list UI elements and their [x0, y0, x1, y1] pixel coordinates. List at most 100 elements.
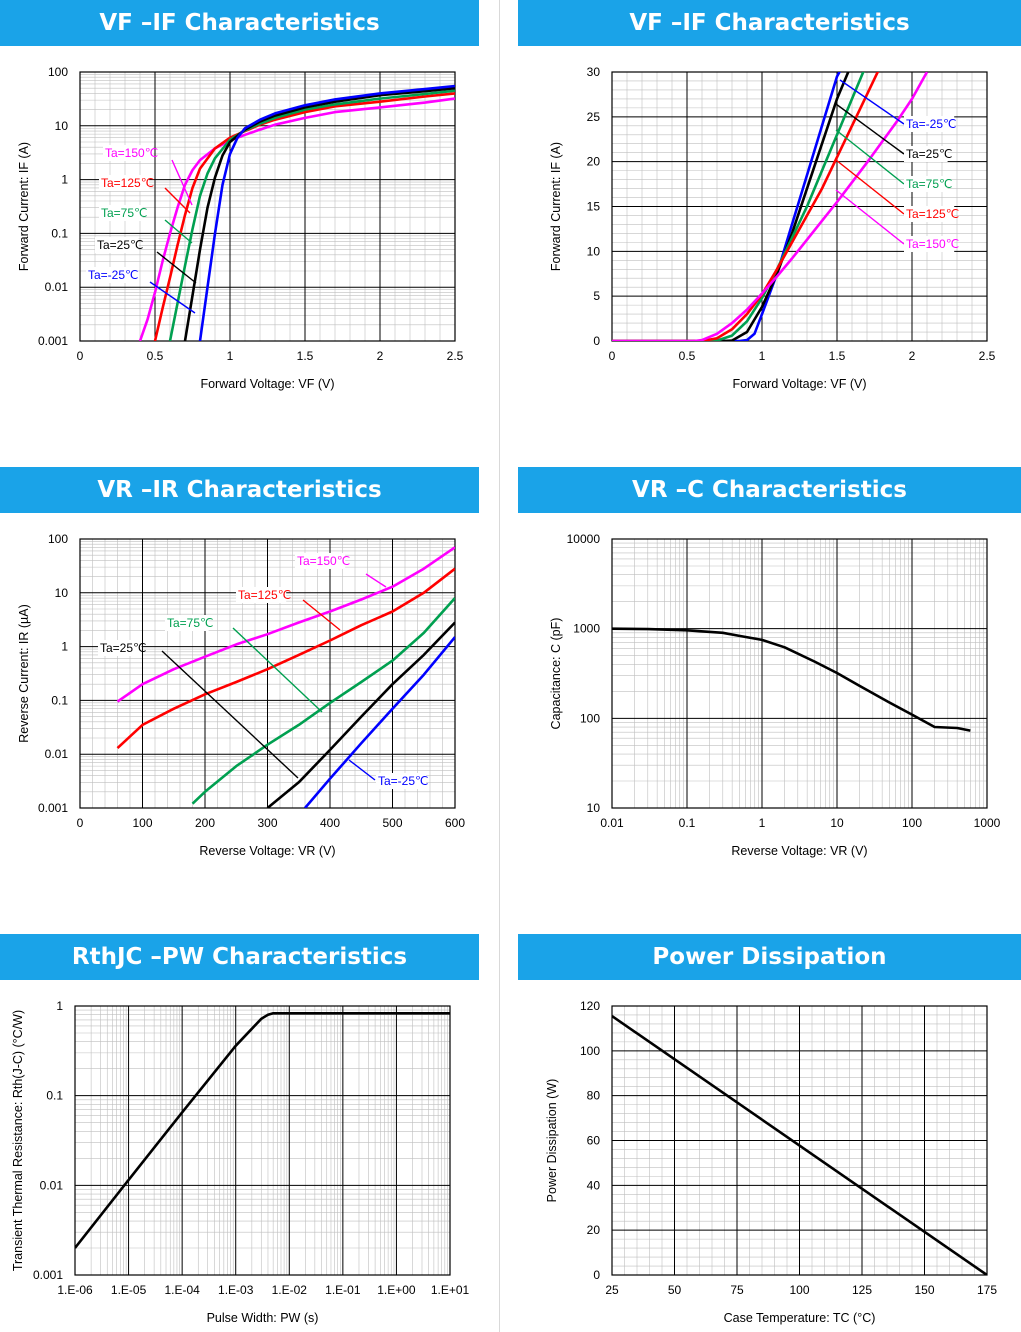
callout-line — [149, 281, 196, 314]
y-tick-label: 1 — [61, 173, 68, 187]
rthjc-pw-plot: 1.E-06 1.E-05 1.E-04 1.E-03 1.E-02 1.E-01 1.E+… — [11, 999, 470, 1325]
series-line-Ta=-25℃ — [198, 84, 455, 341]
y-tick-label: 0.1 — [51, 693, 68, 707]
y-tick-label: 60 — [587, 1134, 601, 1148]
y-tick-label: 0.001 — [33, 1268, 63, 1282]
x-tick-label: 10 — [830, 816, 844, 830]
callout-line — [348, 759, 376, 781]
plot-frame — [79, 71, 456, 342]
x-tick-label: 1.E-04 — [164, 1283, 200, 1297]
x-axis-title: Case Temperature: TC (°C) — [724, 1311, 876, 1325]
series-line-Ta=25℃ — [612, 72, 850, 341]
major-grid — [611, 538, 988, 809]
y-tick-label: 10000 — [567, 532, 601, 546]
x-tick-label: 1.E+01 — [431, 1283, 470, 1297]
x-axis-title: Pulse Width: PW (s) — [207, 1311, 319, 1325]
x-tick-label: 1.5 — [297, 349, 314, 363]
y-tick-label: 40 — [587, 1178, 601, 1192]
callout-bg — [103, 145, 154, 161]
callout-bg — [904, 176, 948, 192]
x-axis-title: Reverse Voltage: VR (V) — [731, 844, 867, 858]
x-tick-label: 2.5 — [447, 349, 464, 363]
y-tick-label: 120 — [580, 999, 600, 1013]
chart-title-rthjc-pw: RthJC –PW Characteristics — [0, 934, 479, 980]
chart-title-vf-if-log: VF –IF Characteristics — [0, 0, 479, 46]
y-axis-title: Forward Current: IF (A) — [549, 142, 563, 271]
series-line-Ta=150℃ — [116, 546, 455, 703]
callout-bg — [295, 553, 346, 569]
x-tick-label: 125 — [852, 1283, 872, 1297]
callout-bg — [904, 206, 955, 222]
series-label: Ta=75℃ — [906, 177, 953, 191]
x-tick-label: 1.E-03 — [218, 1283, 254, 1297]
y-tick-label: 0.001 — [38, 801, 68, 815]
x-tick-label: 600 — [445, 816, 465, 830]
callout-line — [835, 159, 905, 215]
y-tick-label: 0.1 — [46, 1089, 63, 1103]
series-label: Ta=150℃ — [105, 146, 158, 160]
series-line-Ta=75℃ — [191, 597, 455, 805]
x-tick-label: 1.E-05 — [111, 1283, 147, 1297]
series-line-Ta=25℃ — [266, 621, 455, 808]
y-tick-label: 100 — [580, 1044, 600, 1058]
y-axis-title: Forward Current: IF (A) — [17, 142, 31, 271]
chart-title-vr-ir: VR –IR Characteristics — [0, 467, 479, 513]
callout-bg — [99, 175, 150, 191]
y-axis-title: Transient Thermal Resistance: Rth(J-C) (… — [11, 1010, 25, 1271]
y-tick-label: 20 — [587, 155, 601, 169]
y-tick-label: 0.01 — [40, 1178, 64, 1192]
series-line-data — [612, 1015, 987, 1275]
y-tick-label: 1 — [61, 640, 68, 654]
y-tick-label: 15 — [587, 200, 601, 214]
series-label: Ta=75℃ — [167, 616, 214, 630]
y-tick-label: 1 — [56, 999, 63, 1013]
y-tick-label: 100 — [580, 711, 600, 725]
series-line-Ta=150℃ — [138, 97, 455, 341]
callout-bg — [165, 615, 209, 631]
series-label: Ta=75℃ — [101, 206, 148, 220]
series-line-Ta=125℃ — [612, 72, 880, 341]
callout-line — [835, 189, 905, 245]
x-tick-label: 100 — [132, 816, 152, 830]
y-tick-label: 5 — [593, 289, 600, 303]
x-tick-label: 300 — [257, 816, 277, 830]
y-tick-label: 25 — [587, 110, 601, 124]
plot-frame — [611, 1005, 988, 1276]
y-axis-title: Reverse Current: IR (µA) — [17, 604, 31, 742]
x-tick-label: 1.E-01 — [325, 1283, 361, 1297]
x-tick-label: 0.1 — [679, 816, 696, 830]
y-tick-label: 0.001 — [38, 334, 68, 348]
y-tick-label: 0.1 — [51, 226, 68, 240]
y-tick-label: 10 — [587, 801, 601, 815]
y-tick-label: 0.01 — [45, 280, 69, 294]
series-line-Ta=150℃ — [612, 72, 929, 341]
series-label: Ta=-25℃ — [906, 117, 957, 131]
y-tick-label: 20 — [587, 1223, 601, 1237]
series-line-Ta=125℃ — [116, 567, 455, 750]
callout-line — [302, 599, 341, 631]
vr-c-plot: 0.01 0.1 1 10 100 1000 10 100 1000 10000 Reverse V… — [549, 532, 1001, 858]
major-grid — [79, 538, 456, 809]
series-label: Ta=150℃ — [906, 237, 959, 251]
callout-line — [164, 187, 191, 214]
x-tick-label: 200 — [195, 816, 215, 830]
chart-title-vf-if-linear: VF –IF Characteristics — [518, 0, 1021, 46]
y-tick-label: 100 — [48, 532, 68, 546]
x-tick-label: 1000 — [974, 816, 1001, 830]
callout-bg — [95, 237, 139, 253]
callout-line — [839, 79, 905, 125]
series-label: Ta=25℃ — [100, 641, 147, 655]
x-tick-label: 25 — [605, 1283, 619, 1297]
callout-bg — [98, 640, 142, 656]
callout-bg — [376, 773, 427, 789]
callout-line — [365, 573, 387, 588]
x-tick-label: 400 — [320, 816, 340, 830]
x-tick-label: 1.E-06 — [57, 1283, 93, 1297]
y-tick-label: 100 — [48, 65, 68, 79]
plot-frame — [611, 538, 988, 809]
x-tick-label: 0.5 — [679, 349, 696, 363]
x-tick-label: 1.5 — [829, 349, 846, 363]
plot-frame — [74, 1005, 451, 1276]
x-axis-title: Forward Voltage: VF (V) — [732, 377, 866, 391]
series-label: Ta=25℃ — [97, 238, 144, 252]
